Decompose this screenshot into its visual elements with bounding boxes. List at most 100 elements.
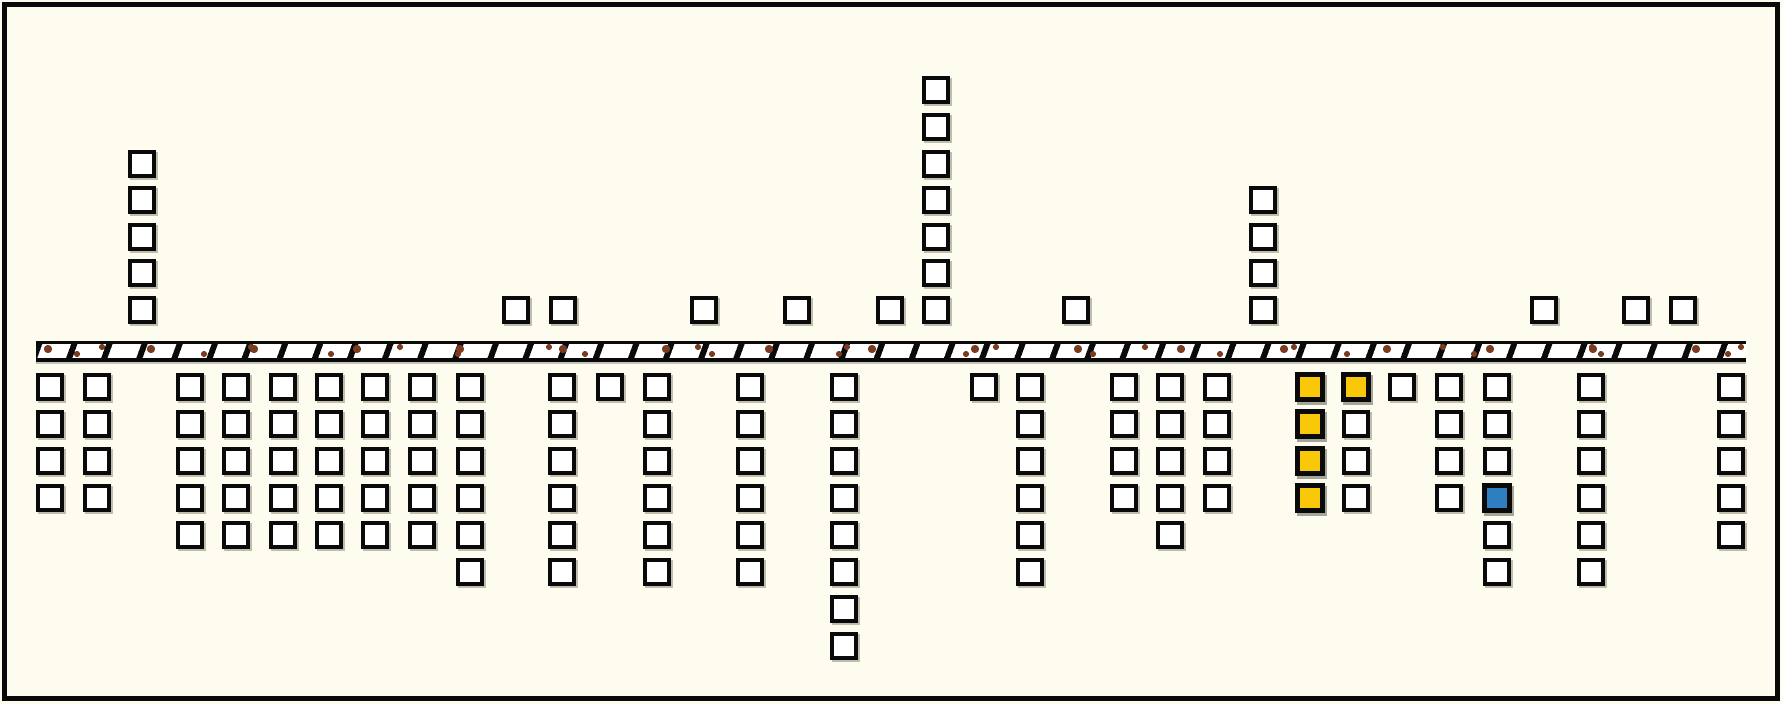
cell[interactable] [83,410,111,438]
cell[interactable] [596,373,624,401]
cell[interactable] [1669,296,1697,324]
yellow-cell[interactable] [1295,409,1325,439]
cell[interactable] [1577,558,1605,586]
cell[interactable] [408,410,436,438]
cell[interactable] [922,186,950,214]
cell[interactable] [408,521,436,549]
cell[interactable] [361,447,389,475]
cell[interactable] [1577,373,1605,401]
cell[interactable] [736,447,764,475]
cell[interactable] [1156,410,1184,438]
cell[interactable] [1435,447,1463,475]
cell[interactable] [1156,447,1184,475]
cell[interactable] [361,373,389,401]
cell[interactable] [315,521,343,549]
cell[interactable] [176,410,204,438]
cell[interactable] [690,296,718,324]
cell[interactable] [1483,447,1511,475]
cell[interactable] [408,373,436,401]
yellow-cell[interactable] [1295,446,1325,476]
cell[interactable] [830,410,858,438]
cell[interactable] [1062,296,1090,324]
cell[interactable] [128,150,156,178]
cell[interactable] [269,410,297,438]
cell[interactable] [456,373,484,401]
cell[interactable] [456,484,484,512]
cell[interactable] [922,259,950,287]
cell[interactable] [128,186,156,214]
cell[interactable] [1203,484,1231,512]
cell[interactable] [1016,484,1044,512]
cell[interactable] [1717,484,1745,512]
cell[interactable] [830,373,858,401]
cell[interactable] [1342,410,1370,438]
cell[interactable] [361,410,389,438]
yellow-cell[interactable] [1341,372,1371,402]
cell[interactable] [1717,447,1745,475]
cell[interactable] [1435,373,1463,401]
cell[interactable] [1717,373,1745,401]
cell[interactable] [1203,373,1231,401]
cell[interactable] [1342,447,1370,475]
cell[interactable] [315,373,343,401]
cell[interactable] [830,595,858,623]
cell[interactable] [83,447,111,475]
cell[interactable] [736,558,764,586]
cell[interactable] [736,373,764,401]
cell[interactable] [128,223,156,251]
cell[interactable] [1717,521,1745,549]
cell[interactable] [269,373,297,401]
cell[interactable] [1483,558,1511,586]
cell[interactable] [1110,373,1138,401]
cell[interactable] [408,484,436,512]
cell[interactable] [1388,373,1416,401]
cell[interactable] [502,296,530,324]
cell[interactable] [269,447,297,475]
cell[interactable] [222,521,250,549]
cell[interactable] [830,632,858,660]
cell[interactable] [548,521,576,549]
cell[interactable] [1483,521,1511,549]
cell[interactable] [1577,484,1605,512]
cell[interactable] [1203,447,1231,475]
cell[interactable] [1016,447,1044,475]
cell[interactable] [315,410,343,438]
cell[interactable] [222,484,250,512]
cell[interactable] [922,223,950,251]
cell[interactable] [36,484,64,512]
cell[interactable] [269,521,297,549]
cell[interactable] [1249,296,1277,324]
cell[interactable] [456,447,484,475]
cell[interactable] [643,410,671,438]
cell[interactable] [922,76,950,104]
cell[interactable] [1156,373,1184,401]
cell[interactable] [456,558,484,586]
cell[interactable] [1435,410,1463,438]
cell[interactable] [315,447,343,475]
cell[interactable] [548,484,576,512]
cell[interactable] [922,113,950,141]
cell[interactable] [83,373,111,401]
cell[interactable] [830,558,858,586]
cell[interactable] [456,521,484,549]
cell[interactable] [1577,410,1605,438]
cell[interactable] [548,447,576,475]
cell[interactable] [736,521,764,549]
cell[interactable] [1110,484,1138,512]
cell[interactable] [176,447,204,475]
cell[interactable] [1156,484,1184,512]
cell[interactable] [643,373,671,401]
cell[interactable] [176,484,204,512]
cell[interactable] [548,558,576,586]
cell[interactable] [548,410,576,438]
cell[interactable] [36,410,64,438]
cell[interactable] [643,484,671,512]
blue-cell[interactable] [1482,483,1512,513]
cell[interactable] [548,373,576,401]
cell[interactable] [1530,296,1558,324]
cell[interactable] [222,447,250,475]
cell[interactable] [269,484,297,512]
cell[interactable] [361,484,389,512]
cell[interactable] [1577,521,1605,549]
cell[interactable] [1016,558,1044,586]
